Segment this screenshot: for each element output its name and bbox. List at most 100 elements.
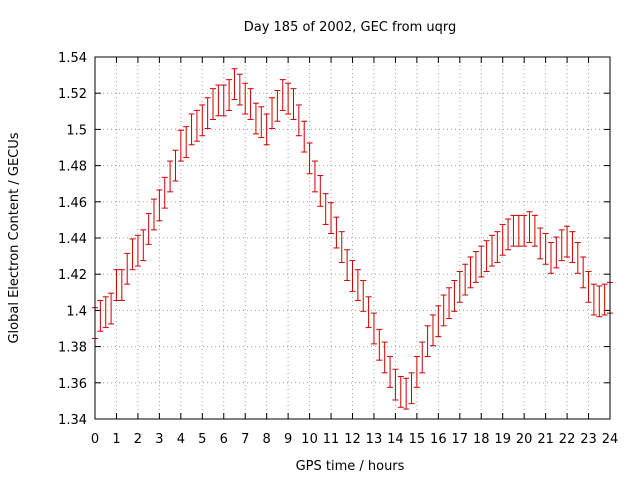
data-point [472, 251, 479, 283]
chart-title: Day 185 of 2002, GEC from uqrg [244, 20, 457, 35]
data-point [403, 377, 410, 410]
data-point [199, 104, 206, 137]
data-point [177, 129, 184, 162]
data-point [124, 252, 131, 285]
y-tick-label: 1.5 [66, 123, 87, 138]
data-point [210, 88, 217, 120]
y-tick-labels: 1.34 1.36 1.38 1.4 1.42 1.44 1.46 1.48 1.5 1.52 1.… [58, 51, 87, 428]
y-tick-label: 1.38 [58, 341, 87, 356]
x-tick-label: 7 [241, 432, 249, 447]
data-point [547, 242, 554, 274]
x-tick-label: 11 [323, 432, 340, 447]
x-axis-label: GPS time / hours [296, 459, 405, 474]
data-point [183, 126, 190, 158]
x-tick-labels: 0 1 2 3 4 5 6 7 8 9 10 11 12 13 14 15 16 17 18 19 20 21 22 23 24 [91, 432, 618, 447]
data-point [376, 328, 383, 361]
x-tick-label: 22 [559, 432, 576, 447]
error-bars [92, 68, 613, 410]
data-point [242, 82, 249, 115]
data-point [145, 213, 152, 245]
data-point [462, 263, 469, 296]
data-point [499, 223, 506, 256]
x-tick-label: 24 [602, 432, 619, 447]
x-tick-label: 8 [263, 432, 271, 447]
data-point [467, 256, 474, 289]
data-point [531, 214, 538, 247]
data-point [451, 280, 458, 312]
data-point [429, 314, 436, 347]
y-tick-label: 1.52 [58, 87, 87, 102]
data-point [188, 113, 195, 146]
data-point [301, 120, 308, 153]
data-point [542, 232, 549, 265]
data-point [553, 236, 560, 269]
data-point [172, 149, 179, 182]
data-point [328, 202, 335, 234]
grid-lines [95, 57, 610, 419]
x-tick-label: 3 [155, 432, 163, 447]
y-tick-label: 1.4 [66, 304, 87, 319]
data-point [574, 242, 581, 274]
x-tick-label: 20 [516, 432, 533, 447]
y-tick-label: 1.54 [58, 51, 87, 66]
x-tick-label: 5 [198, 432, 206, 447]
data-point [558, 229, 565, 262]
y-tick-label: 1.44 [58, 232, 87, 247]
x-tick-label: 2 [134, 432, 142, 447]
data-point [236, 73, 243, 106]
data-point [526, 211, 533, 244]
data-point [129, 238, 136, 271]
data-point [156, 189, 163, 222]
data-point [317, 175, 324, 207]
data-point [413, 356, 420, 388]
data-point [446, 287, 453, 320]
data-point [252, 102, 259, 135]
data-point [521, 214, 528, 247]
data-point [505, 218, 512, 251]
y-axis-label: Global Electron Content / GECUs [7, 132, 22, 343]
data-point [440, 294, 447, 327]
data-point [311, 160, 318, 193]
data-point [274, 89, 281, 122]
data-point [226, 79, 233, 111]
data-point [569, 231, 576, 263]
data-point [365, 296, 372, 329]
axis-ticks [94, 56, 611, 420]
data-point [204, 97, 211, 129]
data-point [392, 368, 399, 401]
data-point [494, 231, 501, 263]
data-point [338, 231, 345, 263]
data-point [370, 312, 377, 345]
data-point [590, 283, 597, 316]
data-point [134, 234, 141, 267]
data-point [161, 176, 168, 209]
y-tick-label: 1.34 [58, 413, 87, 428]
x-tick-label: 17 [452, 432, 469, 447]
x-tick-label: 15 [409, 432, 426, 447]
x-tick-label: 13 [366, 432, 383, 447]
data-point [322, 193, 329, 225]
data-point [258, 106, 265, 139]
data-point [113, 269, 120, 301]
data-point [483, 240, 490, 272]
y-tick-label: 1.48 [58, 160, 87, 175]
data-point [360, 280, 367, 312]
data-point [344, 249, 351, 282]
x-tick-label: 19 [494, 432, 511, 447]
data-point [220, 84, 227, 117]
y-tick-label: 1.42 [58, 268, 87, 283]
data-point [140, 229, 147, 262]
x-tick-label: 18 [473, 432, 490, 447]
x-tick-label: 0 [91, 432, 99, 447]
x-tick-label: 14 [387, 432, 404, 447]
data-point [510, 214, 517, 247]
x-tick-label: 9 [284, 432, 292, 447]
data-point [419, 341, 426, 374]
y-tick-label: 1.46 [58, 196, 87, 211]
x-tick-label: 21 [537, 432, 554, 447]
data-point [564, 225, 571, 258]
data-point [231, 68, 238, 101]
data-point [247, 88, 254, 120]
data-point [354, 269, 361, 301]
